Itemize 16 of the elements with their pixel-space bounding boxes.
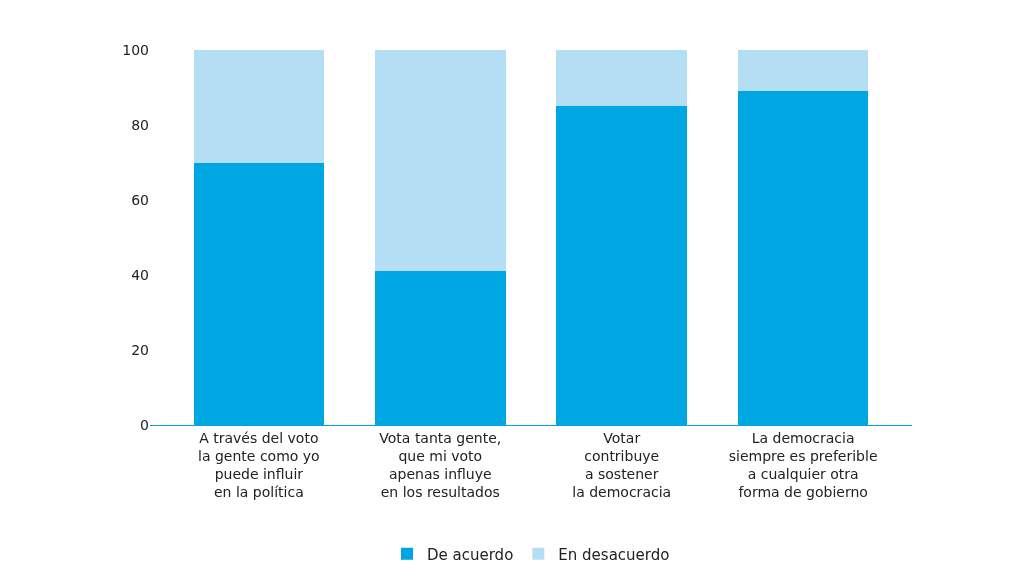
bar [374,50,506,272]
bar [556,50,688,107]
y-tick-label: 40 [131,266,149,283]
y-tick-label: 20 [131,341,149,358]
legend-label: En desacuerdo [558,545,670,564]
x-tick-label: Votar contribuye a sostener la democracia [572,429,672,501]
bar [737,50,869,92]
legend-label: De acuerdo [427,545,514,564]
x-tick-label: La democracia siempre es preferible a cualquier otra forma de gobierno [728,429,878,501]
y-tick-label: 0 [140,416,149,433]
y-tick-label: 60 [131,191,149,208]
x-tick-label: A través del voto la gente como yo puede influir en la política [198,429,320,501]
y-tick-label: 80 [131,116,149,133]
x-tick-label: Vota tanta gente, que mi voto apenas influye en los resultados [379,429,502,501]
y-tick-label: 100 [122,41,149,58]
bar [193,50,325,163]
